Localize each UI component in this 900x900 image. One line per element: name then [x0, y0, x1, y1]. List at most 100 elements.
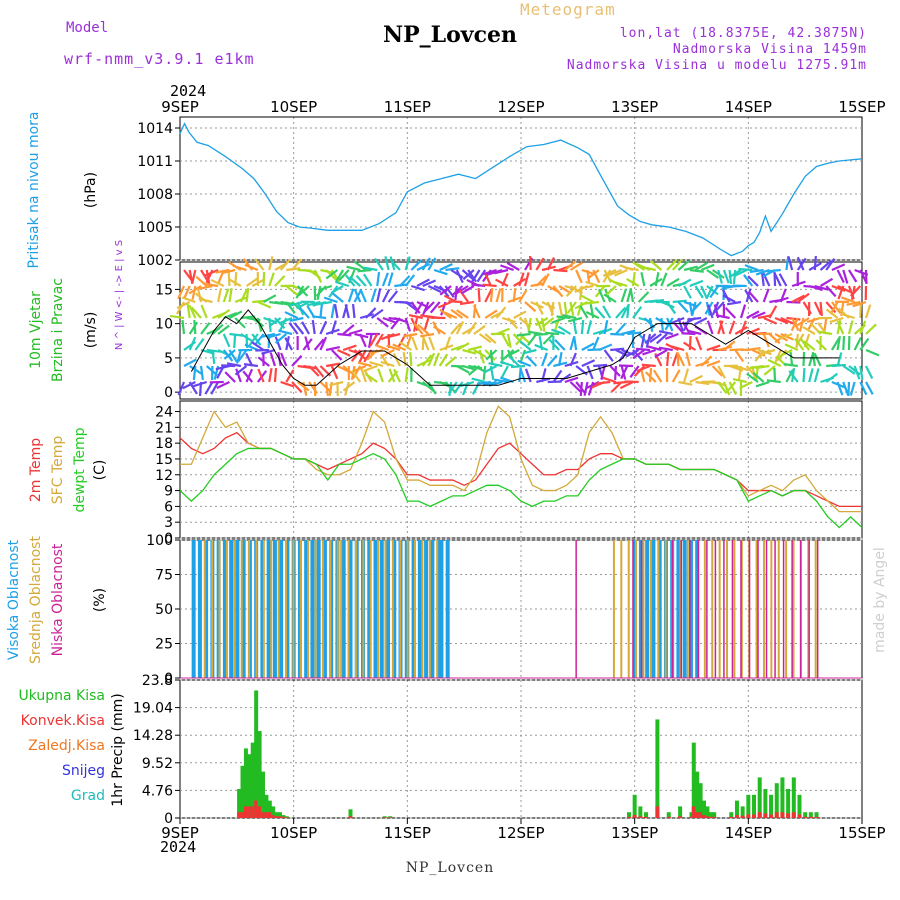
wind-arrow	[278, 329, 293, 336]
wind-arrow	[450, 308, 464, 319]
wind-arrow	[182, 381, 196, 390]
wind-arrow	[518, 272, 525, 287]
wind-arrow	[353, 349, 367, 360]
year-top: 2024	[170, 82, 207, 100]
wind-arrow	[369, 333, 379, 347]
wind-arrow	[411, 336, 419, 351]
wind-arrow	[853, 336, 862, 351]
wind-arrow	[357, 268, 372, 273]
wind-arrow	[563, 301, 568, 317]
precip-total-bar	[774, 783, 779, 818]
wind-arrow	[330, 365, 339, 380]
wind-arrow	[381, 289, 391, 303]
wind-arrow	[681, 332, 696, 336]
wind-arrow	[842, 365, 856, 375]
wind-arrow	[615, 322, 627, 335]
precip-total-bar	[348, 809, 353, 818]
wind-arrow	[865, 323, 877, 335]
wind-arrow	[285, 301, 296, 314]
temp2m-axis-label: 2m Temp	[28, 438, 44, 502]
wind-arrow	[654, 272, 660, 287]
wind-arrow	[865, 381, 874, 395]
precip-total-bar	[271, 806, 276, 818]
dewpt-axis-label: dewpt Temp	[72, 427, 88, 512]
wind-arrow	[658, 346, 673, 352]
wind-arrow	[670, 316, 685, 325]
wind-arrow	[296, 301, 310, 310]
wind-arrow	[774, 316, 789, 325]
wind-arrow	[541, 273, 550, 287]
wind-arrow	[552, 285, 564, 298]
wind-arrow	[186, 303, 191, 319]
wind-arrow	[773, 367, 777, 383]
wind-arrow	[802, 351, 806, 367]
wind-arrow	[319, 320, 328, 335]
precip-conv-bar	[786, 813, 791, 818]
wind-arrow	[484, 309, 498, 319]
wind-arrow	[666, 301, 677, 315]
wind-arrow	[825, 372, 839, 383]
wind-arrow	[352, 364, 367, 373]
wind-arrow	[404, 274, 416, 287]
x-tick-label-top: 10SEP	[270, 98, 317, 116]
wind-arrow	[357, 361, 372, 368]
precip-conv-bar	[691, 806, 696, 818]
wind-arrow	[642, 348, 657, 356]
y-tick-label: 21	[155, 420, 173, 436]
precip-total-bar	[780, 777, 785, 818]
wind-arrow	[410, 259, 423, 271]
wind-arrow	[274, 275, 286, 287]
wind-arrow	[648, 317, 654, 333]
precip-conv-bar	[797, 814, 802, 818]
wind-arrow	[291, 258, 302, 271]
wind-arrow	[404, 367, 409, 383]
wind-arrow	[467, 321, 477, 335]
wind-arrow	[459, 300, 475, 306]
precip-conv-bar	[274, 816, 279, 818]
wind-arrow	[295, 285, 305, 299]
wind-arrow	[512, 287, 517, 303]
wind-arrow	[535, 317, 543, 332]
wind-arrow	[823, 317, 828, 333]
wind-arrow	[421, 257, 431, 271]
wind-arrow	[217, 324, 230, 335]
wind-arrow	[467, 345, 483, 352]
precip-conv-bar	[638, 816, 643, 818]
wind-arrow	[581, 359, 596, 368]
wind-arrow	[485, 349, 498, 361]
precip-conv-bar	[757, 812, 762, 818]
precip-conv-bar	[740, 815, 745, 818]
precip-total-bar	[752, 794, 757, 818]
wind-arrow	[500, 365, 509, 379]
y-tick-label: 1011	[137, 154, 173, 170]
wind-arrow	[318, 284, 333, 292]
wind-arrow	[363, 273, 373, 287]
wind-arrow	[311, 319, 316, 335]
wind-arrow	[342, 344, 357, 352]
wind-arrow	[761, 348, 776, 355]
wind-arrow	[518, 289, 528, 303]
wind-arrow	[476, 380, 492, 385]
wind-arrow	[304, 336, 311, 351]
precip-conv-bar	[250, 806, 255, 818]
wind-arrow	[780, 316, 795, 325]
wind-arrow	[319, 336, 328, 351]
wind-arrow	[222, 333, 231, 348]
wind-arrow	[330, 349, 343, 361]
temp-unit-label: (C)	[92, 460, 108, 481]
wind-arrow	[666, 277, 680, 287]
meteogram-label: Meteogram	[520, 0, 616, 19]
wind-arrow	[763, 365, 776, 376]
wind-arrow	[734, 349, 745, 363]
x-tick-label-bottom: 11SEP	[384, 824, 431, 842]
wind-arrow	[450, 322, 462, 335]
precip-total-bar	[729, 812, 734, 818]
wind-arrow	[278, 316, 293, 325]
y-tick-label: 1014	[137, 121, 173, 137]
wind-arrow	[707, 304, 714, 319]
wind-arrow	[245, 287, 250, 303]
precip-conv-bar	[267, 812, 272, 818]
y-tick-label: 12	[155, 468, 173, 484]
wind-arrow	[313, 365, 325, 378]
y-tick-label: 50	[155, 602, 173, 618]
